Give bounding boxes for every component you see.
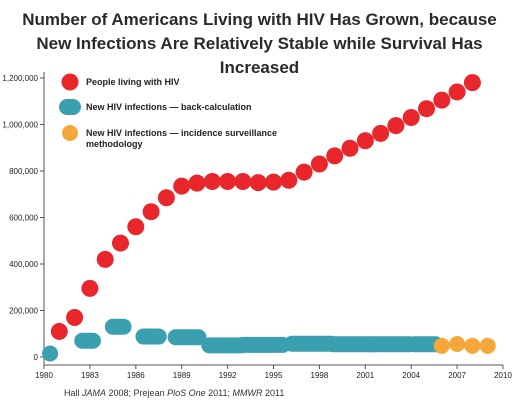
axes: 0 200,000 400,000 600,000 800,000 1,000,000 1,… — [2, 72, 512, 380]
chart-title: Number of Americans Living with HIV Has … — [0, 8, 519, 80]
people-living-point — [402, 109, 420, 127]
incidence-surveillance-point — [479, 337, 496, 354]
people-living-point — [433, 91, 451, 109]
people-living-point — [81, 279, 99, 297]
incidence-surveillance-point — [433, 337, 450, 354]
chart-title-line-1: Number of Americans Living with HIV Has … — [22, 10, 497, 29]
people-living-point — [341, 139, 359, 157]
people-living-series — [50, 74, 481, 340]
source-journal-name: JAMA — [82, 388, 107, 398]
source-journal-name: PloS One — [167, 388, 206, 398]
legend-label-people-living: People living with HIV — [86, 77, 180, 87]
x-tick-label: 2004 — [402, 371, 420, 380]
people-living-point — [96, 250, 114, 268]
people-living-point — [188, 174, 206, 192]
people-living-point — [142, 203, 160, 221]
legend-marker-incidence-surveillance — [62, 125, 78, 141]
people-living-point — [203, 172, 221, 190]
source-text: Hall — [64, 388, 83, 398]
people-living-point — [295, 163, 313, 181]
people-living-point — [50, 322, 68, 340]
people-living-point — [265, 173, 282, 191]
x-tick-label: 1983 — [81, 371, 99, 380]
people-living-point — [112, 234, 129, 252]
x-tick-label: 1995 — [265, 371, 283, 380]
legend-marker-people-living — [61, 73, 79, 91]
source-citation: Hall JAMA 2008; Prejean PloS One 2011; M… — [64, 388, 284, 398]
people-living-point — [219, 172, 237, 190]
people-living-point — [66, 308, 84, 326]
y-tick-label: 200,000 — [9, 307, 38, 316]
y-tick-label: 1,000,000 — [2, 121, 38, 130]
incidence-surveillance-series — [433, 335, 496, 354]
people-living-point — [356, 132, 374, 150]
x-tick-label: 1992 — [219, 371, 237, 380]
people-living-point — [418, 100, 435, 118]
y-tick-label: 400,000 — [9, 260, 38, 269]
people-living-point — [463, 74, 481, 92]
source-text: 2011 — [262, 388, 285, 398]
people-living-point — [448, 83, 466, 101]
chart-title-line-2: New Infections Are Relatively Stable whi… — [36, 34, 483, 77]
x-tick-label: 1989 — [173, 371, 191, 380]
people-living-point — [157, 189, 175, 207]
people-living-point — [173, 177, 191, 195]
x-tick-label: 1998 — [311, 371, 329, 380]
source-text: 2011; — [205, 388, 233, 398]
incidence-surveillance-point — [464, 337, 481, 354]
y-tick-label: 800,000 — [9, 167, 38, 176]
source-text: 2008; Prejean — [106, 388, 168, 398]
back-calculation-series — [42, 318, 444, 362]
y-tick-label: 1,200,000 — [2, 74, 38, 83]
incidence-surveillance-point — [449, 335, 466, 352]
people-living-point — [387, 117, 405, 135]
people-living-point — [127, 218, 145, 236]
y-tick-label: 0 — [34, 353, 39, 362]
people-living-point — [280, 171, 298, 189]
x-tick-label: 2001 — [356, 371, 374, 380]
legend-label-back-calculation: New HIV infections — back-calculation — [86, 102, 252, 112]
x-tick-label: 2010 — [494, 371, 512, 380]
x-tick-label: 1986 — [127, 371, 145, 380]
people-living-point — [372, 124, 390, 142]
x-tick-label: 1980 — [35, 371, 53, 380]
people-living-point — [310, 155, 328, 173]
people-living-point — [326, 147, 344, 165]
people-living-point — [234, 172, 252, 190]
legend: People living with HIV New HIV infections… — [59, 73, 277, 149]
back-calculation-point — [42, 345, 59, 362]
legend-label-incidence-surveillance: New HIV infections — incidence surveilla… — [86, 128, 277, 149]
y-tick-label: 600,000 — [9, 214, 38, 223]
source-journal-name: MMWR — [232, 388, 263, 398]
x-tick-label: 2007 — [448, 371, 466, 380]
people-living-point — [249, 174, 267, 192]
